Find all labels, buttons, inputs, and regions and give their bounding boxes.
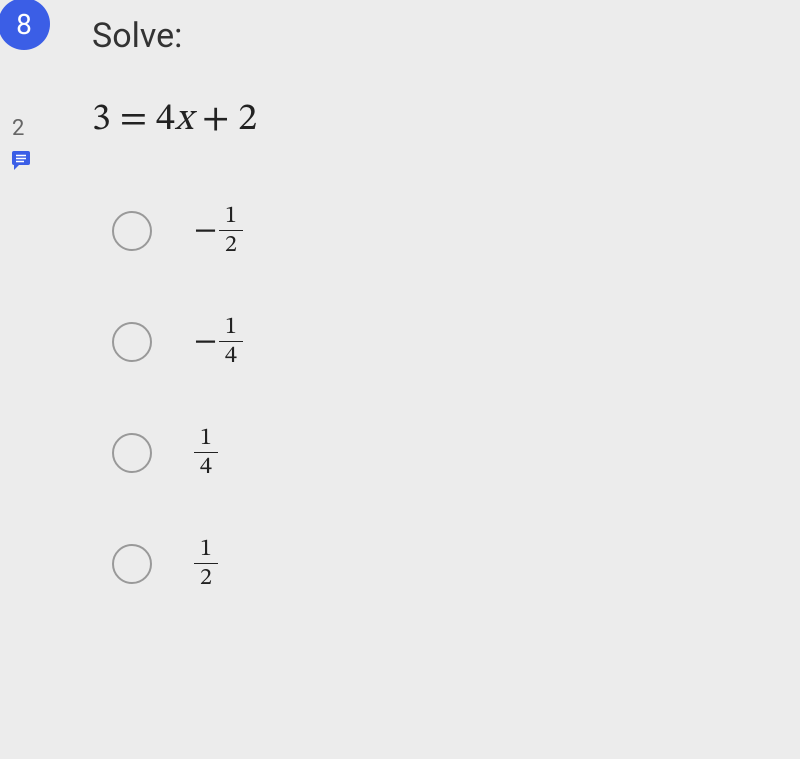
radio-unchecked-icon[interactable] [112, 544, 152, 584]
negative-sign: − [194, 211, 217, 251]
negative-sign: − [194, 322, 217, 362]
radio-unchecked-icon[interactable] [112, 433, 152, 473]
question-number-badge: 8 [0, 0, 50, 50]
question-number: 8 [16, 8, 32, 41]
fraction-denominator: 4 [219, 341, 243, 368]
fraction-numerator: 1 [219, 315, 243, 341]
question-points: 2 [12, 116, 24, 141]
answer-option[interactable]: − 1 4 [112, 315, 780, 368]
answer-option[interactable]: − 1 2 [112, 204, 780, 257]
fraction-denominator: 2 [219, 230, 243, 257]
fraction-denominator: 4 [194, 452, 218, 479]
radio-unchecked-icon[interactable] [112, 322, 152, 362]
radio-unchecked-icon[interactable] [112, 211, 152, 251]
fraction-numerator: 1 [194, 537, 218, 563]
fraction-denominator: 2 [194, 563, 218, 590]
eq-lhs: 3 [92, 101, 111, 139]
option-value: 1 2 [194, 537, 218, 590]
option-value: − 1 2 [194, 204, 243, 257]
eq-var: x [175, 101, 193, 139]
chat-icon[interactable] [9, 148, 33, 172]
question-equation: 3 = 4x + 2 [92, 96, 780, 144]
eq-coef: 4 [156, 101, 175, 139]
fraction-numerator: 1 [194, 426, 218, 452]
answer-options: − 1 2 − 1 4 1 4 [112, 204, 780, 590]
option-value: − 1 4 [194, 315, 243, 368]
fraction-numerator: 1 [219, 204, 243, 230]
answer-option[interactable]: 1 4 [112, 426, 780, 479]
question-prompt: Solve: [92, 16, 780, 56]
answer-option[interactable]: 1 2 [112, 537, 780, 590]
eq-const: 2 [238, 101, 257, 139]
option-value: 1 4 [194, 426, 218, 479]
